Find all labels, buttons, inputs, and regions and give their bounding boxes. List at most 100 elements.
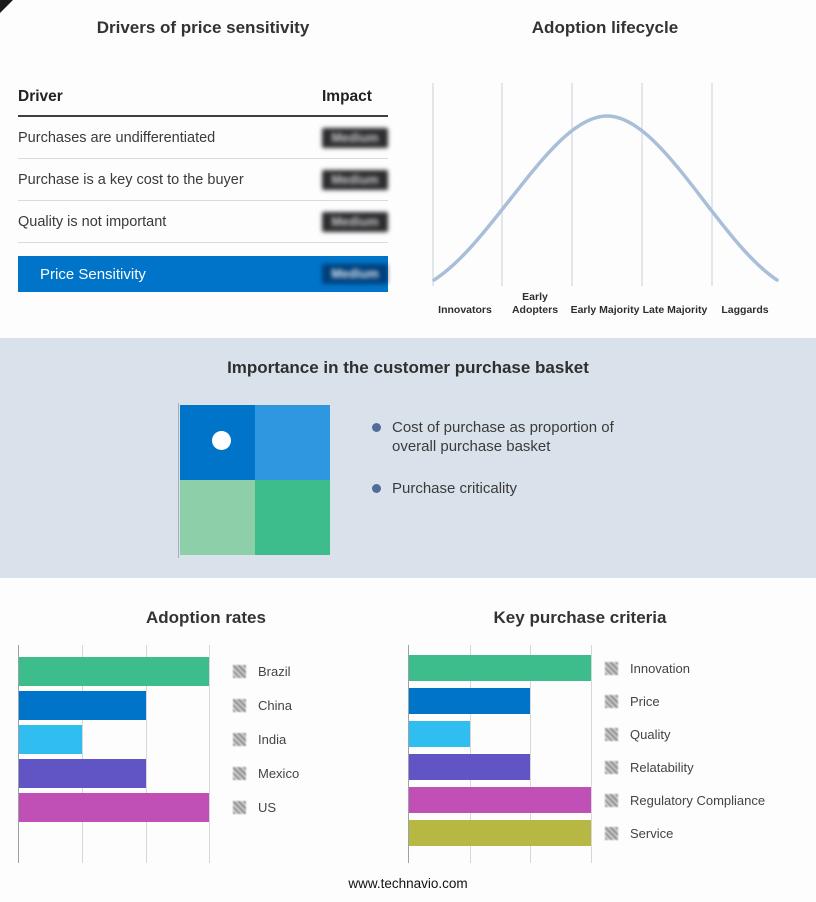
table-row: Purchases are undifferentiated Medium xyxy=(18,117,388,159)
bar-innovation xyxy=(409,655,591,681)
gridline xyxy=(530,645,532,863)
legend-item: Mexico xyxy=(233,759,299,788)
lifecycle-stage-labels: Innovators Early Adopters Early Majority… xyxy=(430,291,780,317)
adoption-rates-legend: Brazil China India Mexico US xyxy=(233,645,299,827)
driver-column-header: Driver xyxy=(18,88,63,105)
website-url: www.technavio.com xyxy=(348,876,468,891)
legend-item: US xyxy=(233,793,299,822)
bar-regulatory-compliance xyxy=(409,787,591,813)
legend-swatch-icon xyxy=(233,767,246,780)
gridline xyxy=(208,645,210,863)
legend-item: Regulatory Compliance xyxy=(605,787,765,813)
key-purchase-criteria-chart xyxy=(408,645,609,863)
lifecycle-title: Adoption lifecycle xyxy=(531,18,679,37)
gridline xyxy=(82,645,84,863)
legend-swatch-icon xyxy=(605,760,618,774)
legend-label: China xyxy=(258,698,292,713)
impact-value-redacted: Medium xyxy=(322,169,388,190)
legend-swatch-icon xyxy=(605,694,618,708)
legend-item: Relatability xyxy=(605,754,765,780)
driver-label: Purchase is a key cost to the buyer xyxy=(18,171,244,188)
stage-label-late-majority: Late Majority xyxy=(642,304,708,316)
bottom-charts-section: Adoption rates Brazil China xyxy=(0,578,816,902)
legend-label: Service xyxy=(630,825,674,841)
price-sensitivity-label: Price Sensitivity xyxy=(40,265,146,283)
impact-value-redacted: Medium xyxy=(322,127,388,148)
stage-label-early-majority: Early Majority xyxy=(570,304,640,316)
legend-item: India xyxy=(233,725,299,754)
key-purchase-criteria-title: Key purchase criteria xyxy=(493,608,667,627)
bullet-text: Purchase criticality xyxy=(392,480,518,497)
legend-label: Innovation xyxy=(630,660,690,676)
legend-item: Service xyxy=(605,820,765,846)
quadrant-marker-dot xyxy=(212,431,231,450)
legend-item: Quality xyxy=(605,721,765,747)
legend-swatch-icon xyxy=(233,699,246,712)
legend-label: US xyxy=(258,800,277,815)
bullet-item: Cost of purchase as proportion of overal… xyxy=(372,418,634,456)
lifecycle-chart: Innovators Early Adopters Early Majority… xyxy=(430,83,780,316)
key-purchase-criteria-legend: Innovation Price Quality Relatability Re… xyxy=(605,645,765,853)
legend-swatch-icon xyxy=(605,793,618,807)
table-row: Purchase is a key cost to the buyer Medi… xyxy=(18,159,388,201)
drivers-section: Drivers of price sensitivity Driver Impa… xyxy=(18,0,388,292)
stage-label-laggards: Laggards xyxy=(721,304,769,316)
legend-swatch-icon xyxy=(605,661,618,675)
legend-swatch-icon xyxy=(233,801,246,814)
legend-swatch-icon xyxy=(605,826,618,840)
legend-item: Price xyxy=(605,688,765,714)
bell-curve-line xyxy=(432,114,779,282)
stage-label-early-adopters: Early Adopters xyxy=(511,291,559,316)
basket-title: Importance in the customer purchase bask… xyxy=(227,358,589,377)
table-row: Quality is not important Medium xyxy=(18,201,388,243)
quadrant-cell-bottom-left xyxy=(180,480,255,555)
price-sensitivity-highlight-row: Price Sensitivity Medium xyxy=(18,256,388,292)
legend-item: China xyxy=(233,691,299,720)
stage-label-innovators: Innovators xyxy=(438,304,492,316)
lifecycle-section: Adoption lifecycle Innovators Early Adop… xyxy=(430,0,780,316)
legend-swatch-icon xyxy=(233,733,246,746)
impact-value-redacted: Medium xyxy=(322,264,388,284)
bar-china xyxy=(19,691,146,720)
legend-label: Quality xyxy=(630,726,671,742)
bar-quality xyxy=(409,721,470,747)
quadrant-axis-line xyxy=(178,403,179,558)
gridline xyxy=(145,645,147,863)
legend-label: Relatability xyxy=(630,759,694,775)
quadrant-cell-bottom-right xyxy=(255,480,330,555)
legend-label: Brazil xyxy=(258,664,291,679)
quadrant-cell-top-right xyxy=(255,405,330,480)
legend-swatch-icon xyxy=(605,727,618,741)
legend-label: Mexico xyxy=(258,766,300,781)
driver-label: Purchases are undifferentiated xyxy=(18,129,216,146)
bar-india xyxy=(19,725,83,754)
legend-item: Innovation xyxy=(605,655,765,681)
quadrant-matrix xyxy=(180,405,330,555)
legend-swatch-icon xyxy=(233,665,246,678)
bullet-text: Cost of purchase as proportion of overal… xyxy=(392,419,614,455)
bullet-icon xyxy=(372,484,381,493)
bell-curve-plot xyxy=(432,83,779,286)
adoption-rates-title: Adoption rates xyxy=(146,608,266,627)
bar-price xyxy=(409,688,531,714)
legend-label: Price xyxy=(630,693,660,709)
purchase-basket-section: Importance in the customer purchase bask… xyxy=(0,338,816,578)
adoption-rates-chart xyxy=(18,645,228,863)
bullet-icon xyxy=(372,423,381,432)
bar-service xyxy=(409,820,591,846)
gridline xyxy=(590,645,592,863)
basket-bullet-list: Cost of purchase as proportion of overal… xyxy=(372,418,634,521)
impact-column-header: Impact xyxy=(322,88,372,105)
bar-us xyxy=(19,793,209,822)
driver-label: Quality is not important xyxy=(18,213,167,230)
bar-mexico xyxy=(19,759,146,788)
bar-brazil xyxy=(19,657,209,686)
legend-label: India xyxy=(258,732,287,747)
legend-label: Regulatory Compliance xyxy=(630,792,766,808)
legend-item: Brazil xyxy=(233,657,299,686)
drivers-table-header: Driver Impact xyxy=(18,88,388,117)
impact-value-redacted: Medium xyxy=(322,211,388,232)
bullet-item: Purchase criticality xyxy=(372,479,634,498)
corner-accent-icon xyxy=(0,0,13,13)
